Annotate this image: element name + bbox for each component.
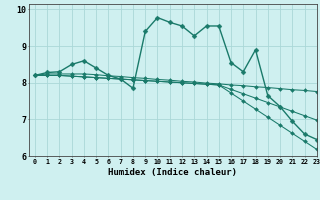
X-axis label: Humidex (Indice chaleur): Humidex (Indice chaleur) xyxy=(108,168,237,177)
